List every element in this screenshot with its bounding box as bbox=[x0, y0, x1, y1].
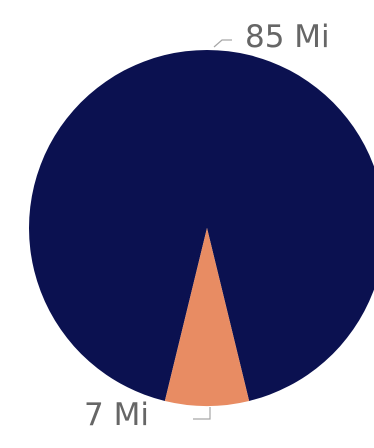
pie-slice-1 bbox=[164, 228, 250, 407]
data-label-large-slice: 85 Mi bbox=[245, 19, 330, 55]
pie-slice-0 bbox=[29, 50, 374, 401]
data-label-small-slice: 7 Mi bbox=[84, 397, 149, 433]
labels-layer: 85 Mi 7 Mi bbox=[84, 19, 330, 433]
slices-layer bbox=[29, 50, 374, 407]
leader-line-small-slice bbox=[193, 407, 211, 420]
leader-line-large-slice bbox=[213, 39, 232, 48]
